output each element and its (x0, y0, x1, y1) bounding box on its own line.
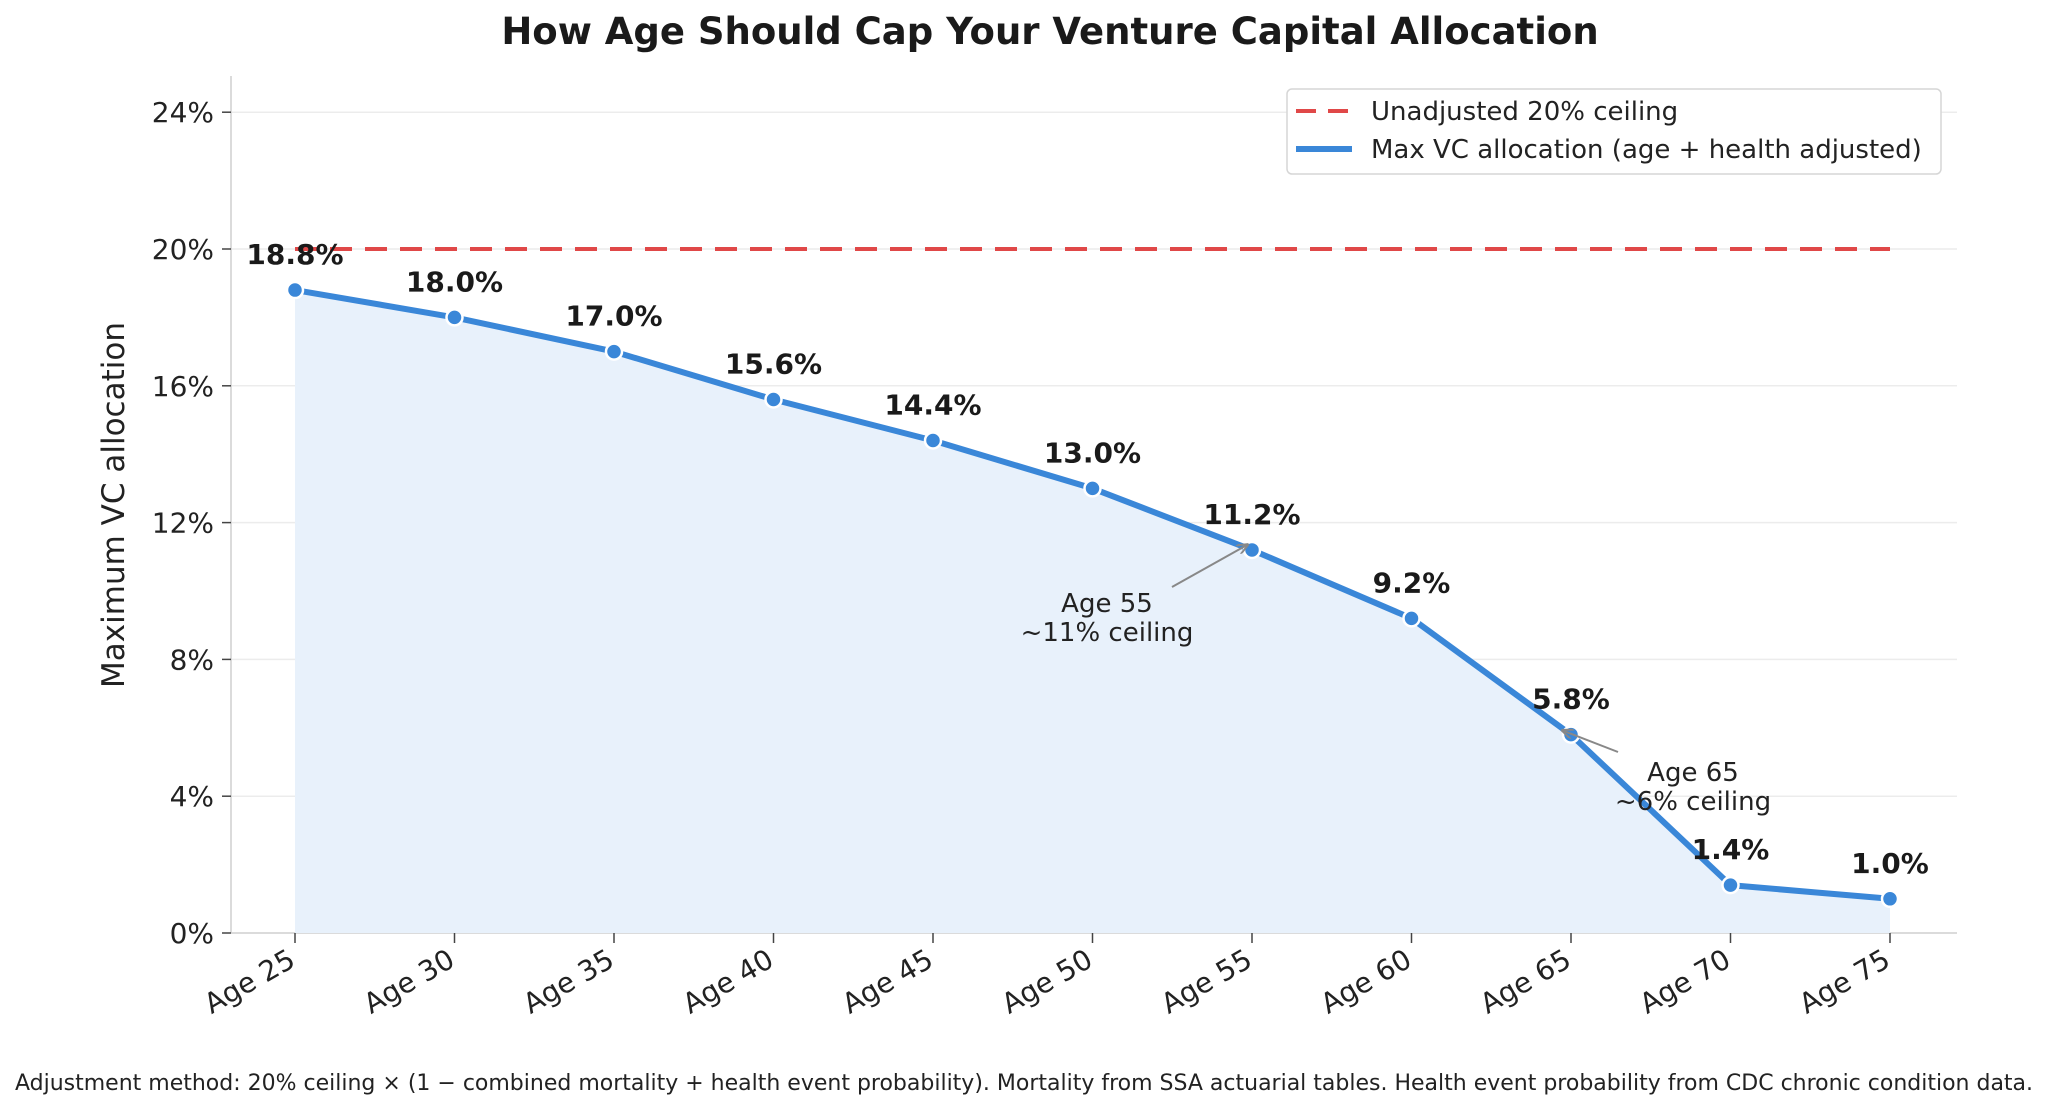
y-ticks: 0% 4% 8% 12% 16% 20% 24% (152, 96, 231, 950)
y-tick-label: 20% (152, 233, 214, 266)
data-label: 1.0% (1851, 847, 1929, 880)
x-tick-label: Age 55 (1156, 942, 1258, 1020)
y-tick-label: 16% (152, 370, 214, 403)
x-tick-label: Age 65 (1475, 942, 1577, 1020)
legend: Unadjusted 20% ceiling Max VC allocation… (1286, 88, 1942, 175)
annotation-text: Age 65 (1647, 758, 1739, 788)
y-tick-label: 24% (152, 96, 214, 129)
data-point (445, 308, 464, 327)
x-tick-label: Age 45 (837, 942, 939, 1020)
x-tick-label: Age 40 (677, 942, 779, 1020)
data-point (923, 431, 943, 450)
data-label: 1.4% (1692, 833, 1770, 866)
data-label: 9.2% (1373, 566, 1451, 599)
y-tick-label: 0% (170, 917, 214, 950)
data-label: 18.0% (406, 265, 503, 298)
x-tick-label: Age 25 (199, 942, 301, 1020)
x-tick-label: Age 60 (1315, 942, 1417, 1020)
data-label: 11.2% (1203, 498, 1300, 531)
x-tick-label: Age 50 (996, 942, 1098, 1020)
x-ticks: Age 25 Age 30 Age 35 Age 40 Age 45 Age 50 Age … (199, 933, 1896, 1020)
legend-label-max-vc: Max VC allocation (age + health adjusted… (1371, 135, 1922, 165)
data-label: 18.8% (246, 238, 343, 271)
annotation-text: Age 55 (1061, 589, 1153, 619)
data-label: 15.6% (725, 347, 822, 380)
area-fill (295, 290, 1890, 933)
data-point (1721, 875, 1740, 895)
x-tick-label: Age 30 (358, 942, 460, 1020)
chart-title: How Age Should Cap Your Venture Capital … (501, 10, 1598, 53)
data-points (285, 280, 1900, 909)
data-point (1880, 889, 1900, 909)
data-point (604, 342, 624, 361)
y-axis-label: Maximum VC allocation (96, 322, 132, 688)
data-point (1083, 479, 1102, 498)
x-tick-label: Age 75 (1794, 942, 1896, 1020)
data-point (285, 280, 305, 300)
data-label: 5.8% (1532, 683, 1610, 716)
annotation-text: ~11% ceiling (1021, 618, 1194, 648)
annotation-arrow (1171, 545, 1247, 588)
data-point (764, 390, 783, 409)
annotations: Age 55~11% ceiling Age 65~6% ceiling (1021, 545, 1771, 817)
data-label: 13.0% (1044, 436, 1141, 469)
footnote: Adjustment method: 20% ceiling × (1 − co… (15, 1071, 2033, 1096)
legend-box (1286, 88, 1942, 175)
y-tick-label: 8% (170, 643, 214, 676)
data-label: 14.4% (884, 389, 981, 422)
x-tick-label: Age 70 (1634, 942, 1736, 1020)
y-tick-label: 4% (170, 780, 214, 813)
data-labels: 18.8% 18.0% 17.0% 15.6% 14.4% 13.0% 11.2% 9.2% 5… (246, 238, 1928, 880)
annotation-arrow (1563, 731, 1619, 753)
series-area (295, 290, 1890, 933)
data-label: 17.0% (565, 300, 662, 333)
legend-label-ceiling: Unadjusted 20% ceiling (1371, 97, 1678, 127)
y-tick-label: 12% (152, 507, 214, 540)
annotation-text: ~6% ceiling (1615, 787, 1771, 817)
x-tick-label: Age 35 (518, 942, 620, 1020)
data-point (1402, 609, 1421, 628)
